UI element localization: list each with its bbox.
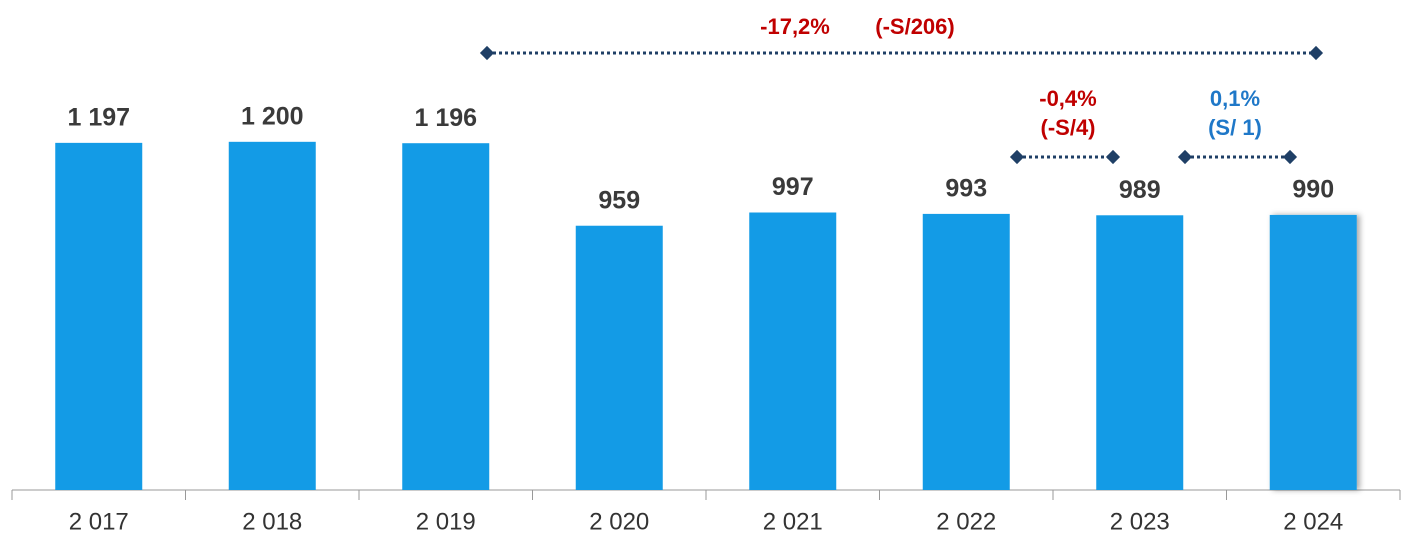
bar (1269, 214, 1357, 490)
x-tick-label: 2 024 (1283, 508, 1343, 535)
annotation: -17,2% (760, 14, 830, 39)
value-label: 993 (945, 175, 987, 203)
value-label: 990 (1292, 176, 1334, 204)
x-tick-label: 2 023 (1110, 508, 1170, 535)
x-tick-label: 2 018 (242, 508, 302, 535)
annotation: 0,1% (1210, 86, 1260, 111)
bar (922, 213, 1010, 490)
x-tick-label: 2 017 (69, 508, 129, 535)
bracket-end (1177, 149, 1193, 165)
bar (55, 142, 143, 490)
bar (749, 212, 837, 490)
annotation: (-S/206) (875, 14, 954, 39)
x-tick-label: 2 021 (763, 508, 823, 535)
bracket-end (1282, 149, 1298, 165)
x-tick-label: 2 020 (589, 508, 649, 535)
bar (228, 141, 316, 490)
bracket-end (1105, 149, 1121, 165)
value-label: 1 200 (241, 102, 304, 130)
annotation: -0,4% (1039, 86, 1096, 111)
bracket-end (1308, 45, 1324, 61)
bar (575, 225, 663, 491)
bar (1096, 215, 1184, 490)
value-label: 1 196 (414, 104, 477, 132)
x-tick-label: 2 022 (936, 508, 996, 535)
annotation: (-S/4) (1041, 115, 1096, 140)
value-label: 989 (1119, 176, 1161, 204)
x-tick-label: 2 019 (416, 508, 476, 535)
value-label: 959 (598, 186, 640, 214)
bracket-end (479, 45, 495, 61)
value-label: 997 (772, 173, 814, 201)
value-label: 1 197 (67, 103, 130, 131)
annotation: (S/ 1) (1208, 115, 1262, 140)
bar (402, 143, 490, 490)
bracket-end (1009, 149, 1025, 165)
